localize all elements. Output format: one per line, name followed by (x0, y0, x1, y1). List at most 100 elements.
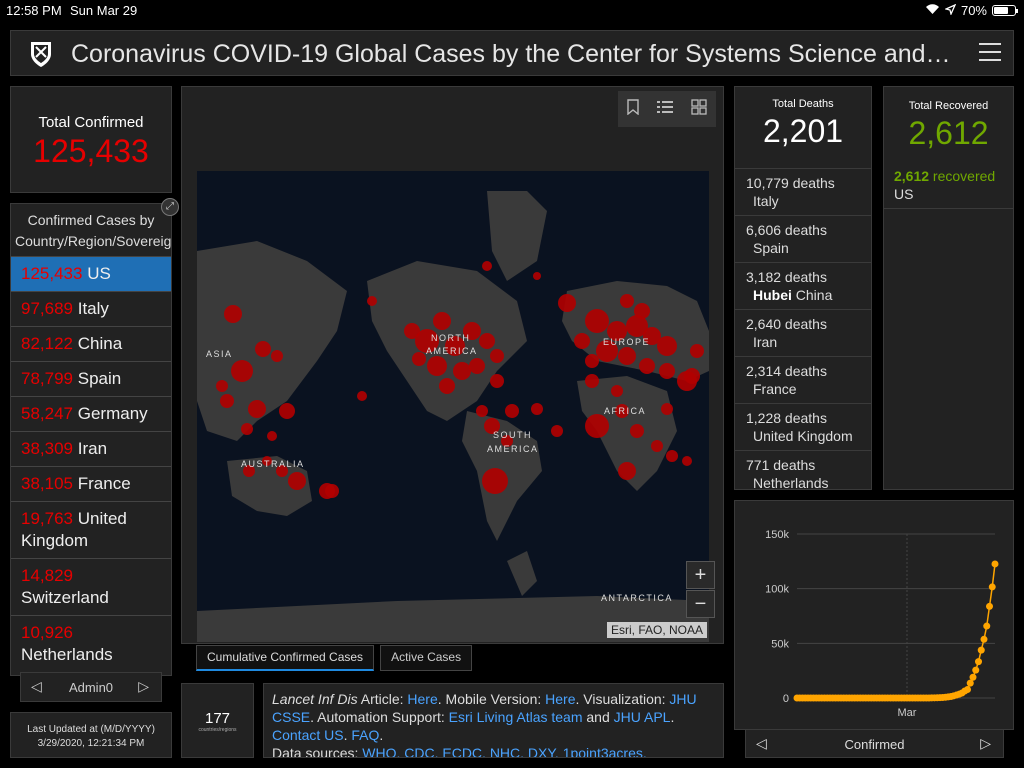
case-bubble[interactable] (551, 425, 563, 437)
jhu-apl-link[interactable]: JHU APL (613, 709, 671, 725)
case-bubble[interactable] (585, 374, 599, 388)
case-bubble[interactable] (412, 352, 426, 366)
deaths-list-item[interactable]: 1,228 deaths United Kingdom (735, 404, 871, 451)
esri-living-atlas-link[interactable]: Esri Living Atlas team (448, 709, 583, 725)
data-sources-link[interactable]: WHO, CDC, ECDC, NHC, DXY, 1point3acres, (362, 745, 647, 758)
case-bubble[interactable] (630, 424, 644, 438)
jhu-csse-link[interactable]: JHU CSSE (272, 691, 697, 725)
country-list-item[interactable]: 19,763 United Kingdom (11, 501, 171, 558)
country-list-item[interactable]: 82,122 China (11, 326, 171, 361)
case-bubble[interactable] (255, 341, 271, 357)
case-bubble[interactable] (611, 385, 623, 397)
case-bubble[interactable] (531, 403, 543, 415)
case-bubble[interactable] (469, 358, 485, 374)
country-list-item[interactable]: 14,829 Switzerland (11, 558, 171, 615)
case-bubble[interactable] (241, 423, 253, 435)
recovered-list-item[interactable]: 2,612 recovered US (884, 159, 1013, 209)
bookmark-icon[interactable] (627, 98, 639, 120)
case-bubble[interactable] (279, 403, 295, 419)
case-bubble[interactable] (490, 374, 504, 388)
faq-link[interactable]: FAQ (351, 727, 380, 743)
country-list-item[interactable]: 38,105 France (11, 466, 171, 501)
case-bubble[interactable] (618, 347, 636, 365)
case-bubble[interactable] (505, 404, 519, 418)
deaths-list-item[interactable]: 3,182 deaths Hubei China (735, 263, 871, 310)
case-bubble[interactable] (415, 329, 439, 353)
deaths-list-item[interactable]: 2,314 deaths France (735, 357, 871, 404)
zoom-in-button[interactable]: + (686, 561, 715, 589)
case-bubble[interactable] (276, 465, 288, 477)
case-bubble[interactable] (596, 340, 618, 362)
case-bubble[interactable] (574, 333, 590, 349)
case-bubble[interactable] (657, 336, 677, 356)
case-bubble[interactable] (453, 362, 471, 380)
case-bubble[interactable] (439, 378, 455, 394)
case-bubble[interactable] (639, 358, 655, 374)
case-bubble[interactable] (216, 380, 228, 392)
deaths-list-item[interactable]: 2,640 deaths Iran (735, 310, 871, 357)
case-bubble[interactable] (482, 261, 492, 271)
basemap-gallery-icon[interactable] (691, 98, 707, 120)
chevron-left-icon[interactable]: ◁ (31, 678, 42, 694)
case-bubble[interactable] (482, 468, 508, 494)
case-bubble[interactable] (433, 312, 451, 330)
case-bubble[interactable] (643, 327, 661, 345)
case-bubble[interactable] (367, 296, 377, 306)
deaths-list-item[interactable]: 771 deaths Netherlands (735, 451, 871, 489)
case-bubble[interactable] (684, 368, 700, 384)
case-bubble[interactable] (585, 309, 609, 333)
deaths-list-item[interactable]: 6,606 deaths Spain (735, 216, 871, 263)
case-bubble[interactable] (224, 305, 242, 323)
case-bubble[interactable] (427, 356, 447, 376)
case-bubble[interactable] (533, 272, 541, 280)
tab-cumulative-confirmed[interactable]: Cumulative Confirmed Cases (196, 645, 375, 671)
case-bubble[interactable] (615, 404, 629, 418)
zoom-out-button[interactable]: − (686, 590, 715, 618)
country-list-item[interactable]: 58,247 Germany (11, 396, 171, 431)
tab-active-cases[interactable]: Active Cases (380, 645, 473, 671)
case-bubble[interactable] (490, 349, 504, 363)
case-bubble[interactable] (666, 450, 678, 462)
case-bubble[interactable] (476, 405, 488, 417)
case-bubble[interactable] (620, 294, 634, 308)
case-bubble[interactable] (404, 323, 420, 339)
country-list-item[interactable]: 38,309 Iran (11, 431, 171, 466)
article-link[interactable]: Here (407, 691, 438, 707)
case-bubble[interactable] (262, 456, 272, 466)
case-bubble[interactable] (271, 350, 283, 362)
country-list-item[interactable]: 10,926 Netherlands (11, 615, 171, 672)
case-bubble[interactable] (243, 465, 255, 477)
expand-icon[interactable]: ⤢ (161, 198, 179, 216)
case-bubble[interactable] (651, 440, 663, 452)
hamburger-menu-icon[interactable] (979, 43, 1001, 63)
case-bubble[interactable] (479, 333, 495, 349)
deaths-list-item[interactable]: 10,779 deaths Italy (735, 169, 871, 216)
case-bubble[interactable] (267, 431, 277, 441)
case-bubble[interactable] (626, 315, 648, 337)
world-map[interactable]: ASIA NORTH AMERICA EUROPE AFRICA SOUTH A… (197, 171, 709, 642)
case-bubble[interactable] (288, 472, 306, 490)
case-bubble[interactable] (659, 363, 675, 379)
case-bubble[interactable] (484, 418, 500, 434)
case-bubble[interactable] (682, 456, 692, 466)
contact-us-link[interactable]: Contact US (272, 727, 344, 743)
legend-list-icon[interactable] (657, 100, 673, 119)
case-bubble[interactable] (607, 321, 627, 341)
chevron-right-icon[interactable]: ▷ (138, 678, 149, 694)
mobile-version-link[interactable]: Here (545, 691, 576, 707)
chevron-left-icon[interactable]: ◁ (756, 735, 767, 751)
case-bubble[interactable] (357, 391, 367, 401)
case-bubble[interactable] (690, 344, 704, 358)
case-bubble[interactable] (463, 322, 481, 340)
case-bubble[interactable] (558, 294, 576, 312)
case-bubble[interactable] (661, 403, 673, 415)
case-bubble[interactable] (618, 462, 636, 480)
case-bubble[interactable] (634, 303, 650, 319)
case-bubble[interactable] (231, 360, 253, 382)
case-bubble[interactable] (220, 394, 234, 408)
case-bubble[interactable] (501, 435, 513, 447)
case-bubble[interactable] (585, 354, 599, 368)
case-bubble[interactable] (325, 484, 339, 498)
country-list-item[interactable]: 125,433 US (11, 256, 171, 291)
country-list-item[interactable]: 97,689 Italy (11, 291, 171, 326)
